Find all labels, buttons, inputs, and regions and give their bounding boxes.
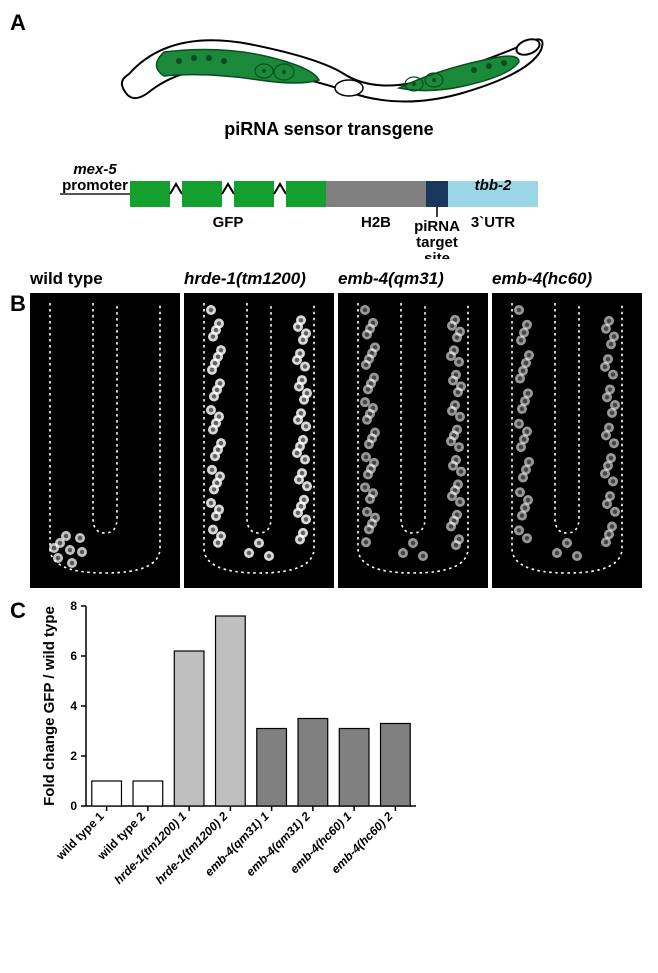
svg-text:piRNA: piRNA: [414, 218, 460, 235]
construct-diagram: mex-5promoter GFP H2B piRNAtargetsite tbb-2 3…: [60, 154, 618, 259]
svg-text:mex-5: mex-5: [73, 161, 117, 178]
panel-c: C 02468Fold change GFP / wild typewild t…: [10, 598, 648, 911]
panel-a-label: A: [10, 10, 26, 36]
svg-text:GFP: GFP: [213, 214, 244, 231]
micrograph-title: wild type: [30, 269, 180, 293]
panel-a: A: [10, 10, 648, 259]
micrograph-title: emb-4(qm31): [338, 269, 488, 293]
micrograph-2: emb-4(qm31): [338, 269, 488, 588]
panel-b: B wild typehrde-1(tm1200)emb-4(qm31)emb-…: [10, 269, 648, 588]
svg-text:target: target: [416, 234, 458, 251]
micrograph-title: emb-4(hc60): [492, 269, 642, 293]
worm-diagram: [10, 10, 648, 109]
micrograph-title: hrde-1(tm1200): [184, 269, 334, 293]
svg-text:3`UTR: 3`UTR: [471, 214, 515, 231]
micrograph-3: emb-4(hc60): [492, 269, 642, 588]
panel-b-label: B: [10, 291, 26, 317]
svg-text:8: 8: [70, 599, 77, 613]
svg-text:2: 2: [70, 749, 77, 763]
svg-text:hrde-1(tm1200) 1: hrde-1(tm1200) 1: [111, 809, 189, 887]
svg-text:site: site: [424, 250, 450, 259]
micrograph-0: wild type: [30, 269, 180, 588]
svg-text:6: 6: [70, 649, 77, 663]
svg-text:H2B: H2B: [361, 214, 391, 231]
svg-text:tbb-2: tbb-2: [475, 177, 512, 194]
svg-text:4: 4: [70, 699, 77, 713]
bar-chart: 02468Fold change GFP / wild typewild typ…: [40, 598, 648, 911]
svg-text:0: 0: [70, 799, 77, 813]
germline-right: [399, 56, 519, 91]
sensor-title: piRNA sensor transgene: [10, 119, 648, 140]
micrograph-1: hrde-1(tm1200): [184, 269, 334, 588]
svg-text:Fold change GFP / wild type: Fold change GFP / wild type: [41, 606, 58, 806]
panel-c-label: C: [10, 598, 26, 624]
svg-text:promoter: promoter: [62, 177, 128, 194]
svg-text:hrde-1(tm1200) 2: hrde-1(tm1200) 2: [153, 809, 231, 887]
